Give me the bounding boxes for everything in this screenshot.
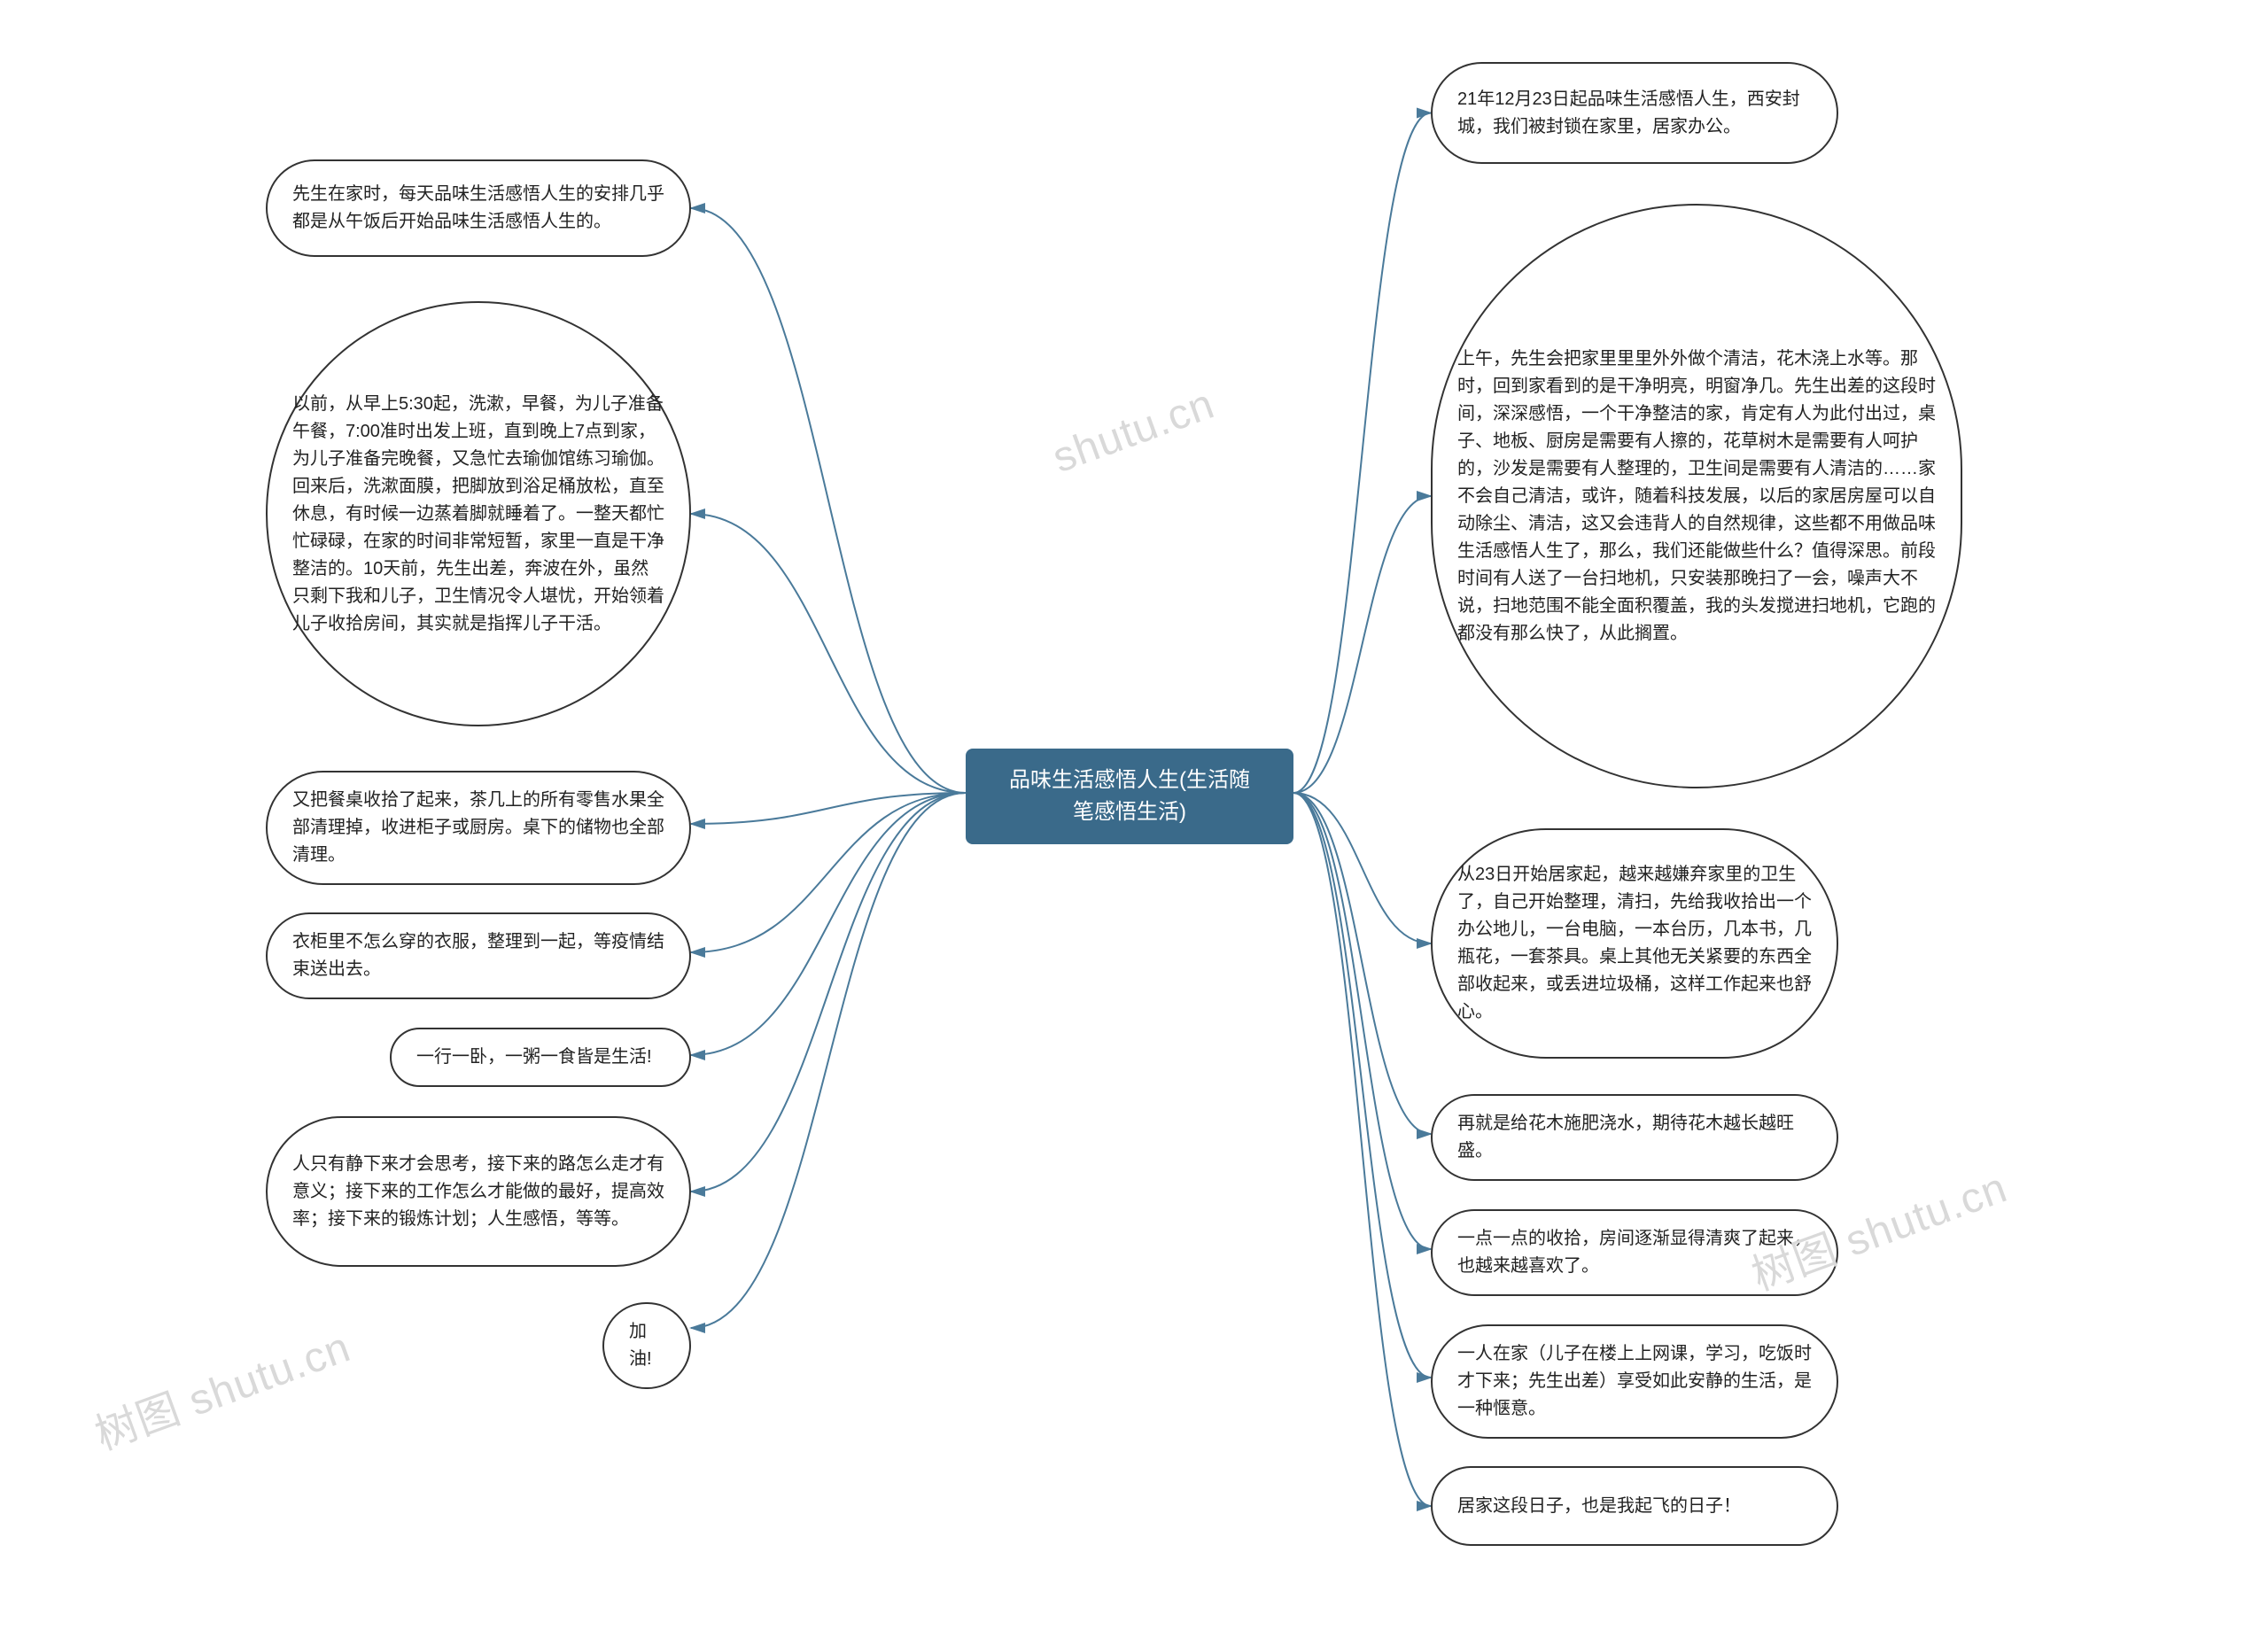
left-node-2[interactable]: 又把餐桌收拾了起来，茶几上的所有零售水果全部清理掉，收进柜子或厨房。桌下的储物也…: [266, 771, 691, 885]
node-text: 居家这段日子，也是我起飞的日子！: [1457, 1493, 1741, 1520]
node-text: 衣柜里不怎么穿的衣服，整理到一起，等疫情结束送出去。: [292, 928, 664, 983]
watermark-1: shutu.cn: [1046, 380, 1221, 483]
node-text: 再就是给花木施肥浇水，期待花木越长越旺盛。: [1457, 1110, 1812, 1165]
right-node-3[interactable]: 再就是给花木施肥浇水，期待花木越长越旺盛。: [1431, 1094, 1838, 1181]
watermark-0: 树图 shutu.cn: [85, 1312, 358, 1462]
node-text: 从23日开始居家起，越来越嫌弃家里的卫生了，自己开始整理，清扫，先给我收拾出一个…: [1457, 861, 1812, 1026]
right-node-6[interactable]: 居家这段日子，也是我起飞的日子！: [1431, 1466, 1838, 1546]
right-node-0[interactable]: 21年12月23日起品味生活感悟人生，西安封城，我们被封锁在家里，居家办公。: [1431, 62, 1838, 164]
node-text: 以前，从早上5:30起，洗漱，早餐，为儿子准备午餐，7:00准时出发上班，直到晚…: [292, 391, 664, 638]
center-topic[interactable]: 品味生活感悟人生(生活随 笔感悟生活): [966, 749, 1293, 844]
node-text: 加油!: [629, 1318, 664, 1373]
node-text: 一人在家（儿子在楼上上网课，学习，吃饭时才下来；先生出差）享受如此安静的生活，是…: [1457, 1340, 1812, 1423]
mindmap-canvas: 品味生活感悟人生(生活随 笔感悟生活) 先生在家时，每天品味生活感悟人生的安排几…: [0, 0, 2268, 1638]
node-text: 上午，先生会把家里里里外外做个清洁，花木浇上水等。那时，回到家看到的是干净明亮，…: [1457, 345, 1936, 648]
right-node-5[interactable]: 一人在家（儿子在楼上上网课，学习，吃饭时才下来；先生出差）享受如此安静的生活，是…: [1431, 1324, 1838, 1439]
left-node-3[interactable]: 衣柜里不怎么穿的衣服，整理到一起，等疫情结束送出去。: [266, 912, 691, 999]
center-topic-text: 品味生活感悟人生(生活随 笔感悟生活): [1009, 765, 1250, 828]
node-text: 21年12月23日起品味生活感悟人生，西安封城，我们被封锁在家里，居家办公。: [1457, 86, 1812, 141]
node-text: 又把餐桌收拾了起来，茶几上的所有零售水果全部清理掉，收进柜子或厨房。桌下的储物也…: [292, 787, 664, 869]
left-node-6[interactable]: 加油!: [602, 1302, 691, 1389]
node-text: 先生在家时，每天品味生活感悟人生的安排几乎都是从午饭后开始品味生活感悟人生的。: [292, 181, 664, 236]
right-node-1[interactable]: 上午，先生会把家里里里外外做个清洁，花木浇上水等。那时，回到家看到的是干净明亮，…: [1431, 204, 1962, 788]
node-text: 一行一卧，一粥一食皆是生活!: [416, 1044, 652, 1071]
node-text: 一点一点的收拾，房间逐渐显得清爽了起来，也越来越喜欢了。: [1457, 1225, 1812, 1280]
left-node-4[interactable]: 一行一卧，一粥一食皆是生活!: [390, 1028, 691, 1087]
right-node-2[interactable]: 从23日开始居家起，越来越嫌弃家里的卫生了，自己开始整理，清扫，先给我收拾出一个…: [1431, 828, 1838, 1059]
left-node-0[interactable]: 先生在家时，每天品味生活感悟人生的安排几乎都是从午饭后开始品味生活感悟人生的。: [266, 159, 691, 257]
right-node-4[interactable]: 一点一点的收拾，房间逐渐显得清爽了起来，也越来越喜欢了。: [1431, 1209, 1838, 1296]
node-text: 人只有静下来才会思考，接下来的路怎么走才有意义；接下来的工作怎么才能做的最好，提…: [292, 1151, 664, 1233]
left-node-1[interactable]: 以前，从早上5:30起，洗漱，早餐，为儿子准备午餐，7:00准时出发上班，直到晚…: [266, 301, 691, 726]
left-node-5[interactable]: 人只有静下来才会思考，接下来的路怎么走才有意义；接下来的工作怎么才能做的最好，提…: [266, 1116, 691, 1267]
